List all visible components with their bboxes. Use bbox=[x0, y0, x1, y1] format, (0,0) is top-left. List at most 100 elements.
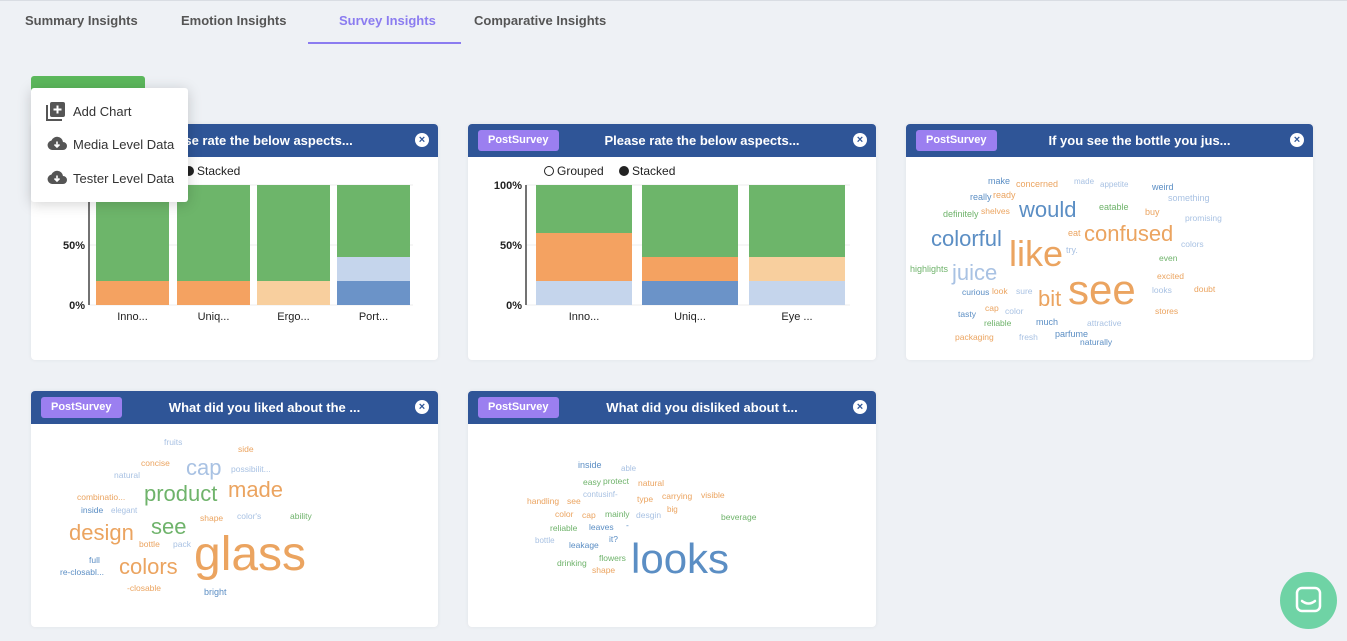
word-cloud-word: colors bbox=[1181, 239, 1204, 249]
card-title: What did you liked about the ... bbox=[168, 400, 361, 415]
word-cloud-word: weird bbox=[1151, 182, 1174, 192]
word-cloud-word: re-closabl... bbox=[60, 567, 104, 577]
stacked-label: Stacked bbox=[632, 164, 676, 178]
word-cloud-word: tasty bbox=[958, 309, 977, 319]
word-cloud-word: juice bbox=[951, 260, 997, 285]
word-cloud-word: leaves bbox=[589, 522, 614, 532]
chat-launcher-button[interactable] bbox=[1280, 572, 1337, 629]
word-cloud-word: see bbox=[151, 514, 186, 539]
close-icon[interactable]: × bbox=[415, 133, 429, 147]
close-icon[interactable]: × bbox=[853, 133, 867, 147]
word-cloud-word: color bbox=[1005, 306, 1024, 316]
word-cloud-word: attractive bbox=[1087, 318, 1122, 328]
card-title: If you see the bottle you jus... bbox=[1048, 133, 1231, 148]
word-cloud-word: inside bbox=[578, 460, 602, 470]
bar-segment bbox=[177, 185, 250, 281]
y-tick-label: 0% bbox=[506, 300, 522, 312]
tab-summary-insights[interactable]: Summary Insights bbox=[25, 13, 138, 28]
word-cloud-word: able bbox=[621, 464, 637, 473]
card-title: lease rate the below aspects... bbox=[166, 133, 353, 148]
wordcloud-card-3: PostSurvey What did you disliked about t… bbox=[468, 391, 876, 627]
y-tick-label: 50% bbox=[500, 240, 522, 252]
bar-segment bbox=[536, 185, 632, 233]
y-tick-label: 50% bbox=[63, 240, 85, 252]
grouped-radio[interactable] bbox=[544, 166, 554, 176]
word-cloud-word: bottle bbox=[535, 536, 555, 545]
insights-tabs: Summary Insights Emotion Insights Survey… bbox=[0, 0, 1347, 44]
menu-item-label: Add Chart bbox=[73, 104, 132, 119]
stacked-label: Stacked bbox=[197, 164, 241, 178]
word-cloud-word: naturally bbox=[1080, 337, 1113, 347]
word-cloud-word: excited bbox=[1157, 271, 1184, 281]
word-cloud-word: shape bbox=[200, 513, 223, 523]
x-tick-label: Eye ... bbox=[781, 311, 812, 323]
y-tick-label: 0% bbox=[69, 300, 85, 312]
word-cloud-word: type bbox=[637, 494, 653, 504]
word-cloud-word: handling bbox=[527, 496, 559, 506]
tab-emotion-insights[interactable]: Emotion Insights bbox=[181, 13, 287, 28]
word-cloud-word: highlights bbox=[910, 264, 949, 274]
menu-item-label: Tester Level Data bbox=[73, 171, 175, 186]
word-cloud-2: fruits side concise cap possibilit... natural… bbox=[60, 437, 312, 597]
close-icon[interactable]: × bbox=[853, 400, 867, 414]
word-cloud-word: look bbox=[992, 286, 1008, 296]
word-cloud-word: looks bbox=[631, 535, 729, 582]
word-cloud-word: made bbox=[1074, 177, 1095, 186]
close-icon[interactable]: × bbox=[1290, 133, 1304, 147]
word-cloud-word: appetite bbox=[1100, 180, 1129, 189]
bar-segment bbox=[536, 281, 632, 305]
word-cloud-word: confused bbox=[1084, 221, 1173, 246]
tab-survey-insights[interactable]: Survey Insights bbox=[339, 13, 436, 28]
tab-comparative-insights[interactable]: Comparative Insights bbox=[474, 13, 607, 28]
word-cloud-word: pack bbox=[173, 539, 192, 549]
word-cloud-word: eatable bbox=[1099, 202, 1129, 212]
chat-icon bbox=[1295, 586, 1322, 613]
word-cloud-word: concerned bbox=[1016, 179, 1058, 189]
word-cloud-word: doubt bbox=[1194, 284, 1216, 294]
top-divider bbox=[0, 0, 1347, 1]
word-cloud-word: much bbox=[1036, 317, 1058, 327]
bar-segment bbox=[337, 281, 410, 305]
close-icon[interactable]: × bbox=[415, 400, 429, 414]
word-cloud-word: colors bbox=[119, 554, 178, 579]
word-cloud-word: beverage bbox=[721, 512, 757, 522]
stacked-radio[interactable] bbox=[619, 166, 630, 176]
wordcloud-card-2: PostSurvey What did you liked about the … bbox=[31, 391, 438, 627]
word-cloud-word: like bbox=[1009, 233, 1063, 274]
word-cloud-word: something bbox=[1168, 193, 1210, 203]
bar-segment bbox=[337, 185, 410, 257]
word-cloud-word: fresh bbox=[1019, 332, 1038, 342]
bar-segment bbox=[749, 257, 845, 281]
word-cloud-word: curious bbox=[962, 287, 989, 297]
word-cloud-word: color bbox=[555, 509, 574, 519]
word-cloud-word: see bbox=[1068, 266, 1136, 313]
word-cloud-word: cap bbox=[582, 510, 596, 520]
cloud-download-icon bbox=[47, 136, 67, 150]
word-cloud-word: flowers bbox=[599, 553, 626, 563]
word-cloud-word: it? bbox=[609, 534, 618, 544]
word-cloud-word: product bbox=[144, 481, 217, 506]
word-cloud-word: definitely bbox=[943, 209, 979, 219]
word-cloud-word: visible bbox=[701, 490, 725, 500]
bar-segment bbox=[177, 281, 250, 305]
post-survey-badge: PostSurvey bbox=[41, 397, 122, 418]
bar-segment bbox=[642, 257, 738, 281]
word-cloud-word: natural bbox=[114, 470, 140, 480]
word-cloud-word: color's bbox=[237, 511, 261, 521]
word-cloud-word: -closable bbox=[127, 583, 161, 593]
bar-segment bbox=[749, 281, 845, 305]
word-cloud-word: looks bbox=[1152, 285, 1172, 295]
word-cloud-word: shape bbox=[592, 565, 615, 575]
word-cloud-word: reliable bbox=[984, 318, 1012, 328]
wordcloud-card-1: PostSurvey If you see the bottle you jus… bbox=[906, 124, 1313, 360]
post-survey-badge: PostSurvey bbox=[916, 130, 997, 151]
word-cloud-word: design bbox=[69, 520, 134, 545]
word-cloud-word: shelves bbox=[981, 206, 1010, 216]
card-header: PostSurvey What did you disliked about t… bbox=[468, 391, 876, 424]
bar-segment bbox=[337, 257, 410, 281]
word-cloud-word: see bbox=[567, 496, 581, 506]
chart-card-1: lease rate the below aspects... × Stacke… bbox=[31, 124, 438, 360]
word-cloud-word: concise bbox=[141, 458, 170, 468]
word-cloud-word: ability bbox=[290, 511, 312, 521]
word-cloud-word: - bbox=[626, 520, 629, 530]
